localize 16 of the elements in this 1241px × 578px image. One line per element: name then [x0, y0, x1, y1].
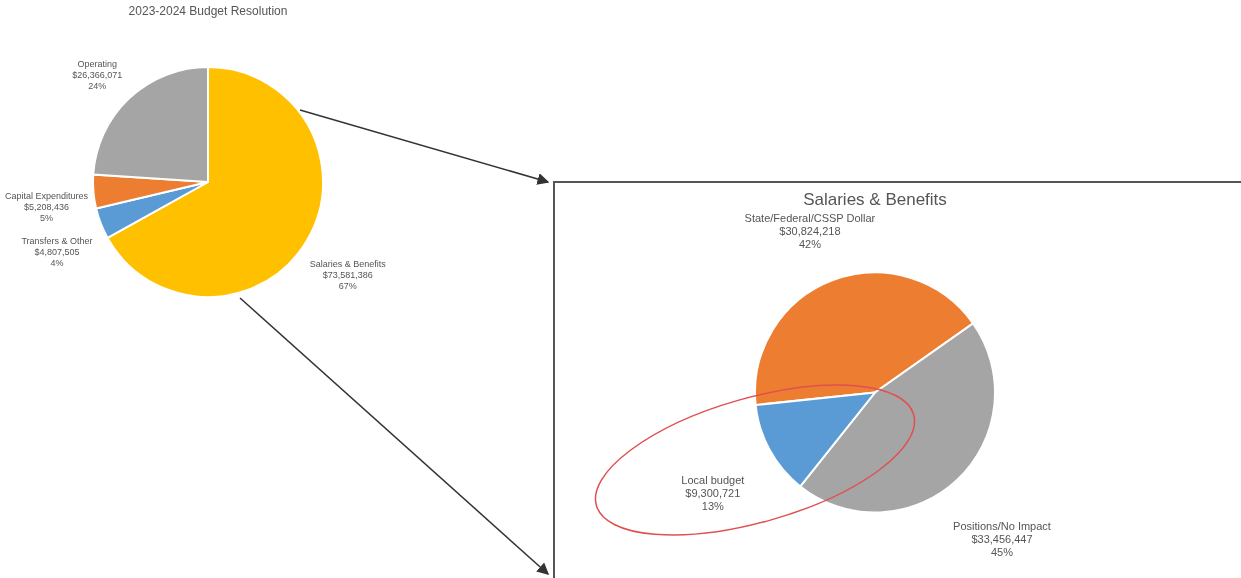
slice-label: Capital Expenditures — [5, 190, 89, 201]
slice-label: Operating — [77, 58, 117, 69]
slice-label: Positions/No Impact — [953, 520, 1051, 533]
chart-title: 2023-2024 Budget Resolution — [128, 4, 288, 18]
data-label: $33,456,447 45% — [971, 533, 1033, 559]
data-label: $30,824,218 42% — [779, 225, 841, 251]
data-label: $4,807,505 4% — [34, 246, 80, 268]
chart-title: Salaries & Benefits — [803, 190, 947, 210]
slice-label: State/Federal/CSSP Dollar — [744, 212, 876, 225]
data-label: $5,208,436 5% — [24, 201, 70, 223]
slice-label: Local budget — [681, 474, 745, 487]
slice-label: Transfers & Other — [21, 235, 93, 246]
data-label: $9,300,721 13% — [685, 487, 741, 513]
data-label: $26,366,071 24% — [72, 69, 123, 91]
slice-label: Salaries & Benefits — [309, 259, 387, 270]
data-label: $73,581,386 67% — [322, 270, 373, 292]
